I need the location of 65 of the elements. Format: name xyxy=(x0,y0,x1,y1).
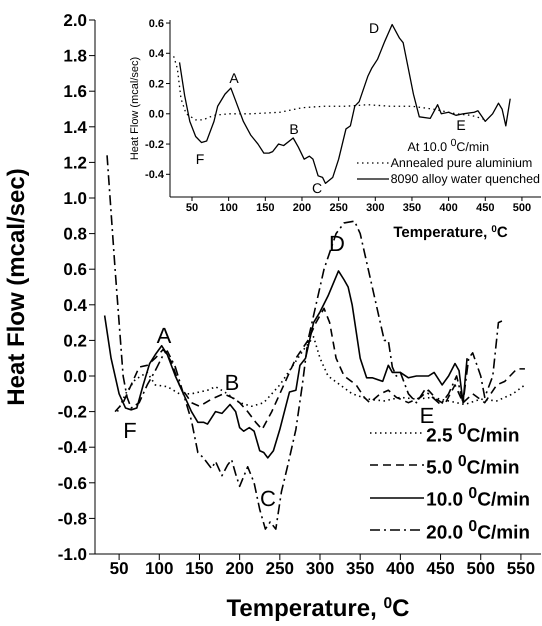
x-tick-label: 200 xyxy=(225,559,254,578)
y-axis-title: Heat Flow (mcal/sec) xyxy=(129,56,141,160)
x-tick-label: 50 xyxy=(110,559,129,578)
x-tick-label: 100 xyxy=(219,202,238,214)
x-tick-label: 350 xyxy=(346,559,374,578)
legend-label: 8090 alloy water quenched xyxy=(390,171,540,187)
y-tick-label: 1.0 xyxy=(63,189,87,208)
y-tick-label: -0.8 xyxy=(58,509,87,528)
x-tick-label: 150 xyxy=(185,559,214,578)
annotation: B xyxy=(289,121,299,137)
y-tick-label: 0.4 xyxy=(63,296,88,315)
annotation: D xyxy=(329,231,345,256)
y-tick-label: 0.4 xyxy=(148,48,165,60)
x-tick-label: 100 xyxy=(145,559,174,578)
x-tick-label: 50 xyxy=(186,202,198,214)
y-tick-label: 0.2 xyxy=(148,78,164,90)
y-tick-label: -0.6 xyxy=(58,474,87,493)
y-tick-label: 0.0 xyxy=(148,108,164,121)
annotation: C xyxy=(260,486,276,511)
y-tick-label: 0.2 xyxy=(63,331,87,350)
x-tick-label: 500 xyxy=(512,202,532,214)
y-tick-label: -1.0 xyxy=(58,545,87,564)
y-tick-label: 1.6 xyxy=(63,82,87,102)
y-tick-label: -0.4 xyxy=(58,438,88,458)
x-tick-label: 400 xyxy=(386,559,415,578)
x-tick-label: 300 xyxy=(306,559,334,578)
x-axis-title: Temperature, $^{0}$C xyxy=(226,594,410,622)
legend-label: 10.0 $^{0}$C/min xyxy=(426,484,530,513)
x-tick-label: 300 xyxy=(366,202,384,214)
x-tick-label: 250 xyxy=(329,202,348,214)
y-tick-label: -0.2 xyxy=(145,138,164,151)
y-tick-label: 1.8 xyxy=(63,46,87,66)
annotation: E xyxy=(420,403,434,428)
legend-label: 20.0 $^{0}$C/min xyxy=(426,516,530,545)
y-tick-label: 1.4 xyxy=(63,118,88,137)
annotation: B xyxy=(224,370,240,395)
x-tick-label: 350 xyxy=(402,202,422,214)
x-tick-label: 450 xyxy=(426,559,455,578)
annotation: F xyxy=(196,151,204,167)
annotation: D xyxy=(368,20,380,36)
x-axis-title: Temperature, $^{0}$C xyxy=(393,224,508,241)
x-tick-label: 500 xyxy=(466,559,495,578)
y-axis-title: Heat Flow (mcal/sec) xyxy=(3,168,30,406)
y-tick-label: 0.8 xyxy=(63,224,87,244)
x-tick-label: 400 xyxy=(439,202,458,214)
y-tick-label: -0.2 xyxy=(58,402,87,422)
y-tick-label: -0.4 xyxy=(145,169,165,182)
y-tick-label: 1.2 xyxy=(63,153,87,172)
y-tick-label: 0.6 xyxy=(148,18,164,30)
y-tick-label: 2.0 xyxy=(63,11,87,30)
y-tick-label: 0.0 xyxy=(63,367,87,386)
x-tick-label: 550 xyxy=(506,559,536,578)
y-tick-label: 0.6 xyxy=(63,260,87,280)
annotation: A xyxy=(156,323,172,348)
annotation: E xyxy=(456,117,466,133)
legend-label: Annealed pure aluminium xyxy=(390,155,532,171)
annotation: C xyxy=(312,180,322,196)
annotation: A xyxy=(229,70,239,86)
legend-title: At 10.0 $^{0}$C/min xyxy=(406,136,490,155)
x-tick-label: 200 xyxy=(292,202,312,214)
legend-label: 5.0 $^{0}$C/min xyxy=(426,452,520,480)
x-tick-label: 150 xyxy=(256,202,274,214)
x-tick-label: 450 xyxy=(476,202,494,214)
x-tick-label: 250 xyxy=(266,559,294,578)
annotation: F xyxy=(123,418,137,443)
